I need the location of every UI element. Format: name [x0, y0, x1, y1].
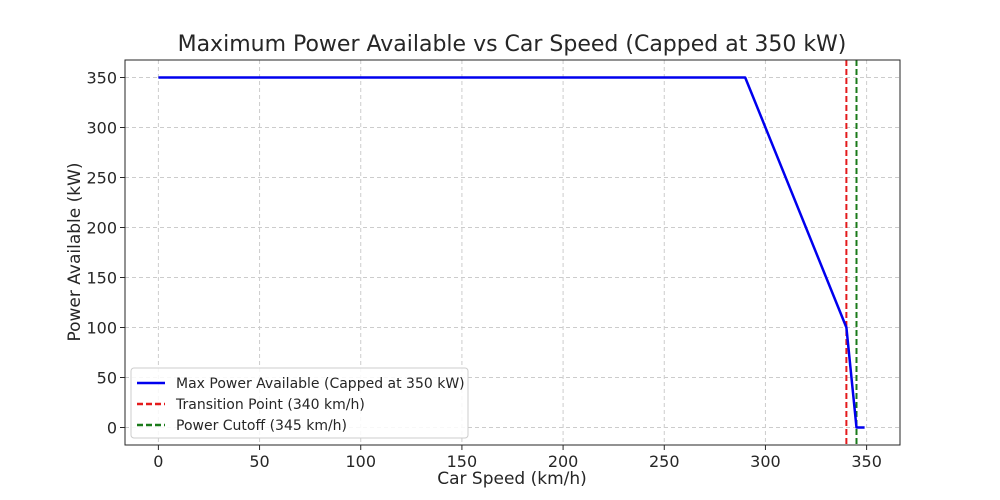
x-tick-label: 100: [345, 452, 376, 471]
legend: Max Power Available (Capped at 350 kW) Tr…: [130, 367, 469, 439]
x-tick-label: 0: [153, 452, 163, 471]
plot-frame: [124, 59, 901, 446]
x-tick-label: 250: [649, 452, 680, 471]
x-tick-label: 200: [548, 452, 579, 471]
legend-label: Max Power Available (Capped at 350 kW): [176, 376, 465, 392]
y-tick-label: 150: [86, 269, 117, 288]
x-tick-label: 150: [447, 452, 478, 471]
legend-label: Power Cutoff (345 km/h): [176, 418, 347, 434]
y-tick-label: 350: [86, 69, 117, 88]
y-tick-label: 100: [86, 319, 117, 338]
legend-label: Transition Point (340 km/h): [175, 397, 365, 413]
x-ticks: 0 50 100 150 200 250 300 350: [153, 445, 882, 471]
reference-lines: [845, 60, 858, 445]
x-tick-label: 50: [249, 452, 269, 471]
legend-box: [130, 367, 469, 439]
y-tick-label: 250: [86, 169, 117, 188]
series-lines: [158, 76, 865, 429]
chart-title: Maximum Power Available vs Car Speed (Ca…: [178, 32, 847, 57]
x-tick-label: 350: [851, 452, 882, 471]
x-tick-label: 300: [750, 452, 781, 471]
y-tick-label: 300: [86, 119, 117, 138]
y-tick-label: 0: [107, 419, 117, 438]
series-line: [158, 76, 865, 429]
y-ticks: 0 50 100 150 200 250 300 350: [86, 69, 125, 438]
y-tick-label: 200: [86, 219, 117, 238]
x-axis-title: Car Speed (km/h): [437, 469, 587, 489]
y-axis-title: Power Available (kW): [65, 162, 85, 341]
y-tick-label: 50: [97, 369, 117, 388]
